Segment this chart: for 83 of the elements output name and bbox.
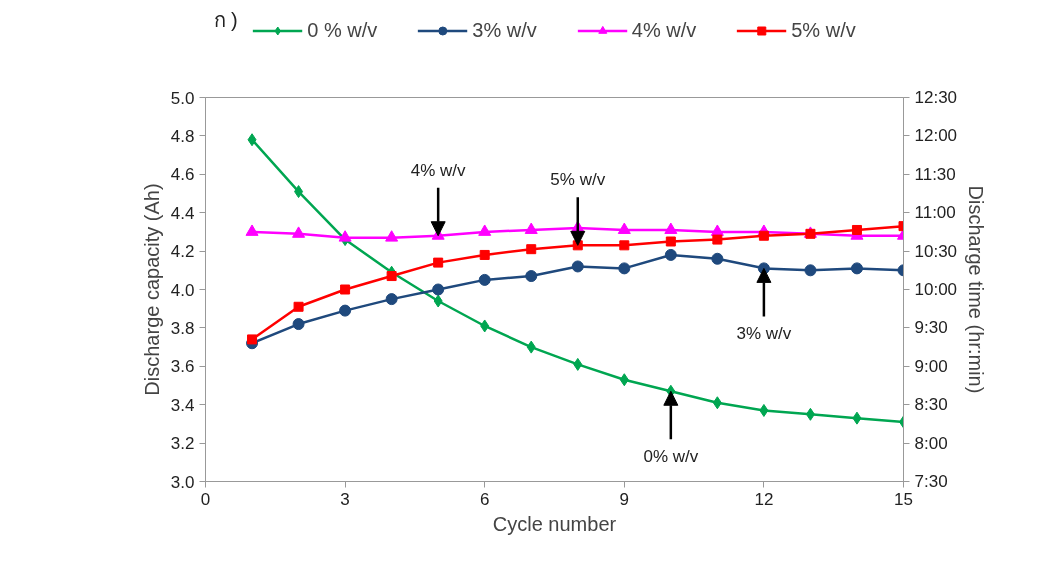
y2-tick-label: 9:00 [914,356,948,376]
point [573,357,583,371]
point [432,283,445,296]
point [433,257,444,268]
y-tick-label: 3.0 [170,472,195,492]
annotation: 4% w/v [410,160,467,180]
point [340,284,351,295]
x-axis-title: Cycle number [492,512,617,535]
point [852,411,862,425]
legend-label: 3% w/v [472,18,537,42]
point [524,222,538,234]
y-tick-label: 4.0 [170,280,195,300]
point [804,264,817,277]
point [712,234,723,245]
point [433,294,443,308]
point [292,318,305,331]
annotation: 5% w/v [550,170,606,190]
x-tick-label: 15 [894,489,913,509]
point [851,224,862,235]
point [247,133,257,147]
y2-tick-label: 8:30 [914,395,948,415]
point [711,252,724,265]
legend-label: 4% w/v [631,18,697,42]
point [525,270,538,283]
point [712,396,722,410]
point [293,301,304,312]
y-tick-label: 5.0 [170,88,195,108]
point [617,222,631,234]
annotation: 3% w/v [736,324,792,344]
point [759,403,769,417]
point [478,224,492,236]
point [619,373,629,387]
point [664,222,678,234]
point [385,230,399,242]
x-tick-label: 0 [200,489,211,509]
point [526,244,537,255]
y-tick-label: 4.8 [170,126,195,146]
point [292,226,306,238]
y2-tick-label: 8:00 [914,433,948,453]
y-tick-label: 3.2 [170,434,195,454]
y-tick-label: 4.2 [170,242,195,262]
point [850,262,863,275]
point [664,248,677,261]
y2-tick-label: 7:30 [914,472,948,491]
y2-tick-label: 9:30 [914,318,948,338]
point [339,304,352,317]
point [385,293,398,306]
y2-tick-label: 11:00 [914,203,956,223]
point [480,319,490,333]
legend-label: 0 % w/v [307,18,378,42]
annotation: 0% w/v [643,447,699,467]
x-tick-label: 3 [340,489,350,509]
point [758,230,769,241]
y-axis-title: Discharge capacity (Ah) [140,183,163,396]
y-tick-label: 3.4 [170,395,195,415]
y2-tick-label: 10:00 [914,280,958,299]
point [619,240,630,251]
y2-tick-label: 11:30 [914,164,956,184]
chart-title: ก ) [213,8,238,31]
y2-axis-title: Discharge time (hr:min) [965,185,988,394]
y-tick-label: 3.8 [170,318,195,338]
point [247,334,258,345]
point [571,260,584,273]
x-tick-label: 12 [754,489,774,509]
legend-label: 5% w/v [791,18,856,42]
point [526,340,536,354]
y2-tick-label: 12:00 [914,126,958,146]
point [479,249,490,260]
point [294,185,304,199]
y2-tick-label: 10:30 [914,241,958,261]
point [245,224,259,236]
y-tick-label: 4.6 [170,165,195,185]
point [805,407,815,421]
x-tick-label: 9 [619,489,630,509]
point [665,236,676,247]
point [478,273,491,286]
y-tick-label: 4.4 [170,203,195,223]
y2-tick-label: 12:30 [914,88,958,107]
y-tick-label: 3.6 [170,357,195,377]
x-tick-label: 6 [479,489,490,509]
point [386,271,397,282]
point [338,230,352,242]
point [618,262,631,275]
